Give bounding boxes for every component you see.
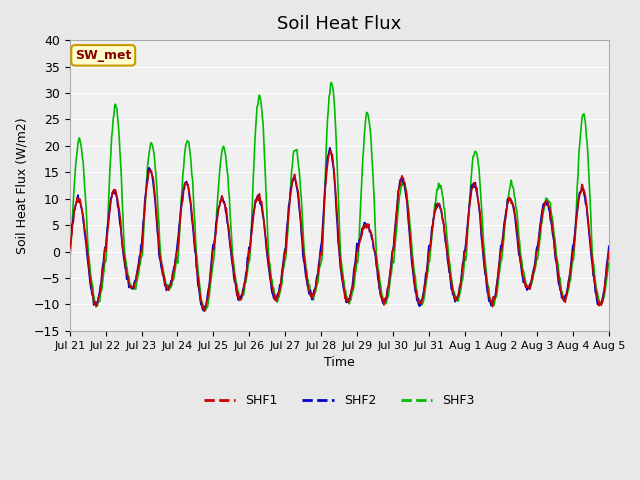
Legend: SHF1, SHF2, SHF3: SHF1, SHF2, SHF3 — [199, 389, 479, 412]
X-axis label: Time: Time — [324, 356, 355, 369]
Title: Soil Heat Flux: Soil Heat Flux — [277, 15, 401, 33]
Y-axis label: Soil Heat Flux (W/m2): Soil Heat Flux (W/m2) — [15, 117, 28, 254]
Text: SW_met: SW_met — [75, 49, 131, 62]
